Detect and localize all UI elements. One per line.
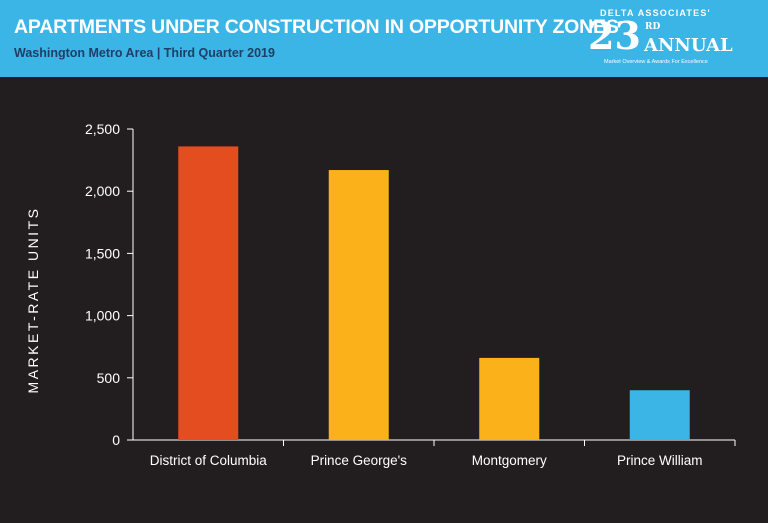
bar [328, 170, 389, 440]
annual-badge-logo: DELTA ASSOCIATES' 23 RD ANNUAL Market Ov… [588, 6, 764, 72]
bar [629, 390, 690, 440]
chart-subtitle: Washington Metro Area | Third Quarter 20… [14, 46, 275, 60]
y-tick-label: 1,000 [85, 308, 120, 324]
header-banner: APARTMENTS UNDER CONSTRUCTION IN OPPORTU… [0, 0, 768, 77]
y-tick-label: 2,000 [85, 183, 120, 199]
x-tick-label: District of Columbia [150, 453, 268, 468]
chart-title: APARTMENTS UNDER CONSTRUCTION IN OPPORTU… [14, 16, 619, 38]
x-tick-label: Prince George's [311, 453, 408, 468]
y-tick-label: 2,500 [85, 121, 120, 137]
y-tick-label: 500 [97, 370, 121, 386]
x-tick-label: Prince William [617, 453, 703, 468]
x-tick-label: Montgomery [472, 453, 547, 468]
badge-word: ANNUAL [644, 35, 733, 56]
bar-chart: 0 500 1,000 1,500 2,000 2,500 MARKET-RATE UNIT… [25, 121, 736, 468]
badge-suffix: RD [645, 22, 661, 32]
y-tick-label: 0 [112, 432, 120, 448]
badge-org: DELTA ASSOCIATES' [600, 8, 711, 18]
y-axis-title: MARKET-RATE UNITS [25, 207, 41, 394]
badge-number: 23 [588, 13, 641, 58]
bar [178, 146, 239, 440]
y-tick-label: 1,500 [85, 245, 120, 261]
badge-tagline: Market Overview & Awards For Excellence [604, 59, 708, 65]
bar [479, 357, 540, 440]
